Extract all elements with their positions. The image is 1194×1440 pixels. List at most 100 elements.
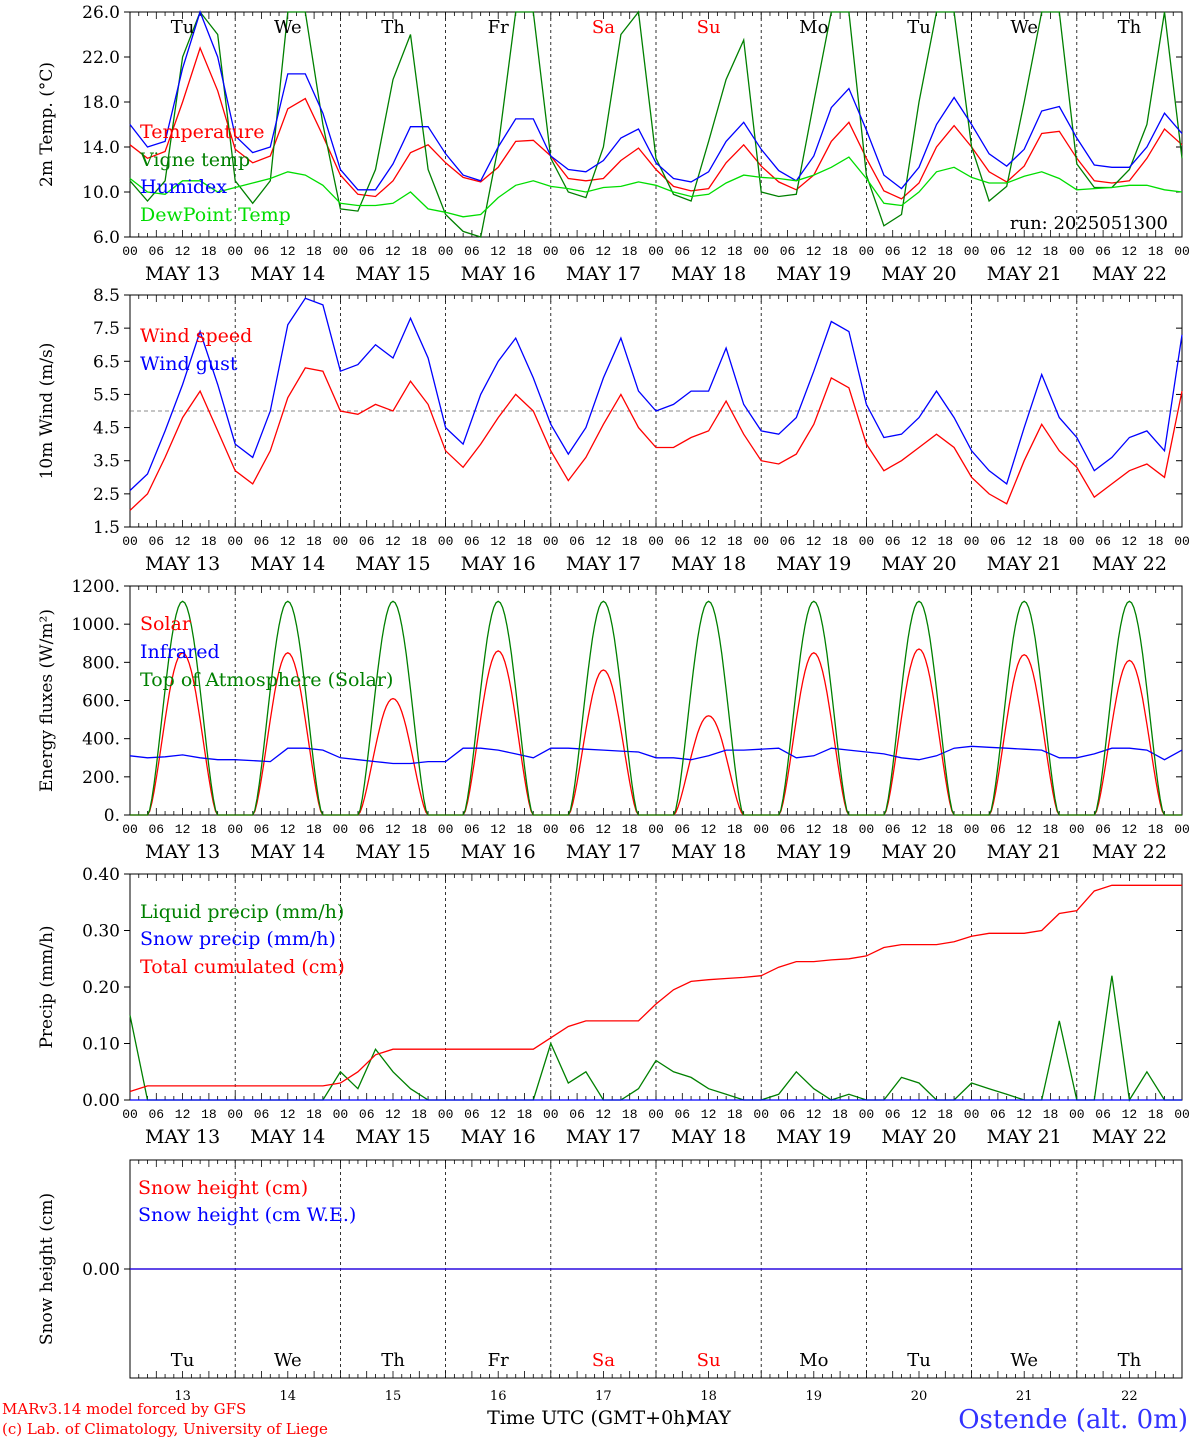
- hour-tick-label: 18: [411, 244, 427, 259]
- series-wind-speed: [129, 367, 1183, 511]
- hour-tick-label: 00: [753, 822, 769, 837]
- panel-5: 0.00 Snow height (cm) Snow height (cm) Snow…: [37, 1159, 1183, 1404]
- hour-tick-label: 18: [517, 822, 533, 837]
- hour-tick-label: 00: [333, 244, 349, 259]
- date-label: MAY 18: [671, 263, 746, 285]
- date-label: MAY 20: [881, 1126, 956, 1148]
- hour-tick-label: 18: [622, 1107, 638, 1122]
- y-tick-label: 0.00: [82, 1260, 120, 1280]
- hour-tick-label: 12: [385, 244, 401, 259]
- legend-entry: Snow height (cm W.E.): [138, 1204, 356, 1226]
- y-tick-label: 600.: [82, 692, 120, 712]
- legend-entry: Vigne temp: [139, 149, 250, 171]
- hour-tick-label: 00: [227, 534, 243, 549]
- y-tick-label: 0.: [104, 806, 120, 826]
- y-tick-label: 1000.: [71, 615, 120, 635]
- date-label: MAY 20: [881, 263, 956, 285]
- weekday-label: Tu: [171, 1350, 195, 1371]
- hour-tick-label: 12: [596, 534, 612, 549]
- weekday-label: Sa: [592, 1350, 615, 1371]
- date-label: MAY 15: [355, 841, 430, 863]
- date-label: MAY 14: [250, 1126, 325, 1148]
- hour-tick-label: 00: [438, 1107, 454, 1122]
- date-label: MAY 17: [566, 553, 641, 575]
- weekday-label: We: [274, 17, 302, 38]
- day-number-label: 13: [174, 1389, 191, 1404]
- hour-tick-label: 06: [990, 1107, 1006, 1122]
- date-label: MAY 21: [987, 1126, 1062, 1148]
- weekday-label: Fr: [488, 1350, 509, 1371]
- series-humidex: [129, 10, 1183, 191]
- hour-tick-label: 06: [254, 534, 270, 549]
- hour-tick-label: 06: [990, 822, 1006, 837]
- y-tick-label: 800.: [82, 653, 120, 673]
- hour-tick-label: 18: [727, 822, 743, 837]
- hour-tick-label: 18: [201, 1107, 217, 1122]
- model-credit: MARv3.14 model forced by GFS: [2, 1400, 246, 1418]
- month-label: MAY: [686, 1407, 731, 1429]
- hour-tick-label: 12: [596, 1107, 612, 1122]
- hour-tick-label: 12: [806, 534, 822, 549]
- hour-tick-label: 00: [648, 534, 664, 549]
- y-tick-label: 1.5: [93, 518, 120, 538]
- date-label: MAY 13: [145, 1126, 220, 1148]
- x-axis-label: Time UTC (GMT+0h): [487, 1407, 693, 1429]
- hour-tick-label: 18: [622, 534, 638, 549]
- day-number-label: 21: [1016, 1389, 1033, 1404]
- y-tick-label: 200.: [82, 768, 120, 788]
- y-tick-label: 22.0: [82, 48, 120, 68]
- hour-tick-label: 18: [411, 822, 427, 837]
- hour-tick-label: 18: [1043, 822, 1059, 837]
- hour-tick-label: 06: [254, 244, 270, 259]
- hour-tick-label: 00: [333, 534, 349, 549]
- hour-tick-label: 12: [596, 822, 612, 837]
- legend-entry: Snow height (cm): [138, 1177, 308, 1199]
- hour-tick-label: 18: [832, 534, 848, 549]
- hour-tick-label: 06: [359, 244, 375, 259]
- legend-entry: Temperature: [140, 121, 264, 143]
- date-label: MAY 21: [987, 553, 1062, 575]
- y-axis-label: Precip (mm/h): [37, 925, 57, 1048]
- hour-tick-label: 06: [148, 822, 164, 837]
- hour-tick-label: 00: [753, 534, 769, 549]
- hour-tick-label: 18: [201, 822, 217, 837]
- hour-tick-label: 18: [411, 1107, 427, 1122]
- hour-tick-label: 12: [175, 1107, 191, 1122]
- weekday-label: Th: [1118, 1350, 1142, 1371]
- hour-tick-label: 12: [490, 1107, 506, 1122]
- hour-tick-label: 06: [885, 1107, 901, 1122]
- weekday-label: Th: [381, 1350, 405, 1371]
- hour-tick-label: 18: [201, 244, 217, 259]
- hour-tick-label: 12: [280, 244, 296, 259]
- hour-tick-label: 06: [359, 534, 375, 549]
- hour-tick-label: 00: [859, 1107, 875, 1122]
- hour-tick-label: 18: [1148, 534, 1164, 549]
- hour-tick-label: 06: [359, 822, 375, 837]
- hour-tick-label: 00: [543, 1107, 559, 1122]
- station-title: Ostende (alt. 0m): [958, 1405, 1188, 1435]
- hour-tick-label: 00: [648, 244, 664, 259]
- y-tick-label: 4.5: [93, 419, 120, 439]
- hour-tick-label: 18: [1043, 244, 1059, 259]
- hour-tick-label: 00: [1069, 244, 1085, 259]
- hour-tick-label: 12: [280, 1107, 296, 1122]
- hour-tick-label: 12: [1016, 244, 1032, 259]
- hour-tick-label: 12: [701, 1107, 717, 1122]
- y-tick-label: 1200.: [71, 577, 120, 597]
- date-label: MAY 22: [1092, 841, 1167, 863]
- hour-tick-label: 18: [1148, 244, 1164, 259]
- day-number-label: 20: [911, 1389, 928, 1404]
- hour-tick-label: 12: [385, 534, 401, 549]
- hour-tick-label: 12: [911, 534, 927, 549]
- hour-tick-label: 00: [227, 1107, 243, 1122]
- date-label: MAY 16: [461, 553, 536, 575]
- hour-tick-label: 06: [148, 1107, 164, 1122]
- y-tick-label: 18.0: [82, 93, 120, 113]
- hour-tick-label: 00: [438, 244, 454, 259]
- y-axis-label: Energy fluxes (W/m²): [37, 609, 57, 792]
- hour-tick-label: 12: [1122, 1107, 1138, 1122]
- hour-tick-label: 06: [780, 244, 796, 259]
- hour-tick-label: 00: [122, 534, 138, 549]
- date-label: MAY 13: [145, 841, 220, 863]
- hour-tick-label: 12: [1122, 244, 1138, 259]
